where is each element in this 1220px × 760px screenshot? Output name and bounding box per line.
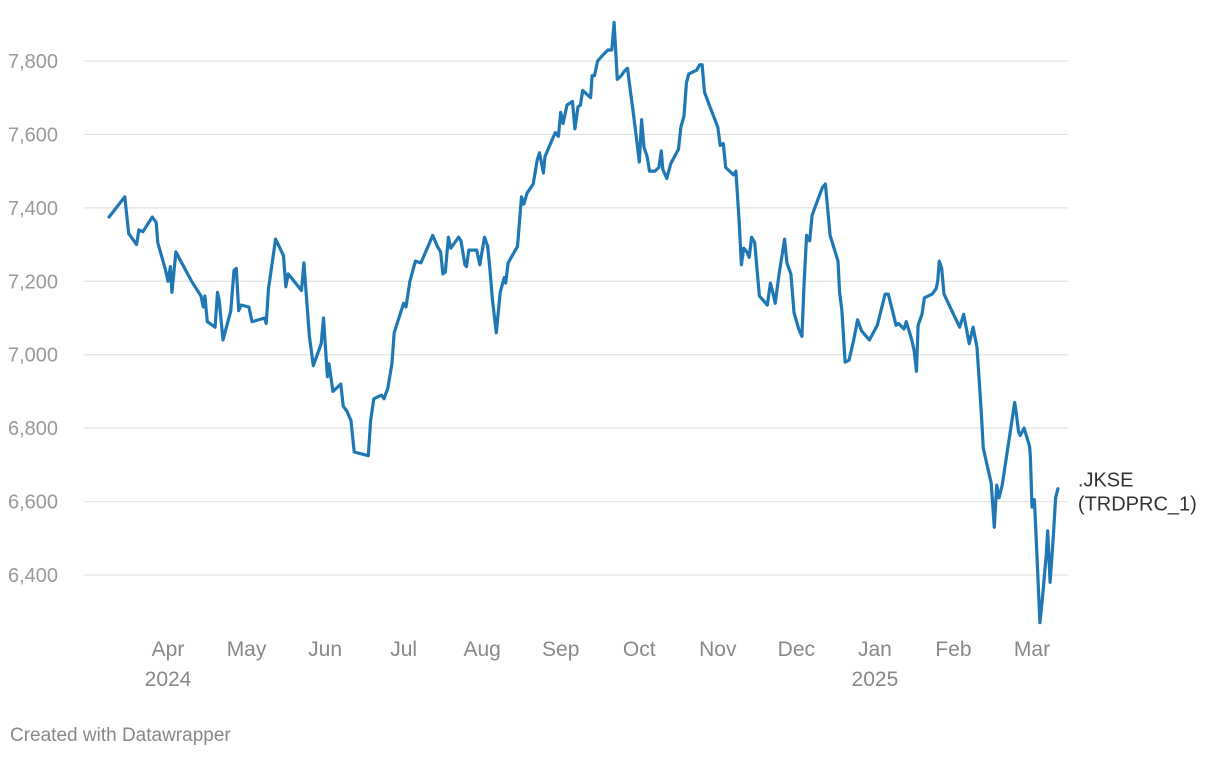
y-tick-label: 7,400 (8, 198, 58, 220)
footer-credit: Created with Datawrapper (10, 725, 231, 746)
y-tick-label: 6,400 (8, 565, 58, 587)
series-label: .JKSE (TRDPRC_1) (1078, 470, 1197, 516)
x-tick-year-label: 2024 (145, 668, 192, 691)
y-tick-label: 7,600 (8, 124, 58, 146)
x-tick-label: Jul (390, 638, 417, 661)
x-tick-label: Mar (1014, 638, 1050, 661)
x-tick-label: Nov (699, 638, 737, 661)
y-gridlines (84, 60, 1068, 576)
y-tick-label: 7,000 (8, 345, 58, 367)
series-label-line: (TRDPRC_1) (1078, 494, 1197, 516)
series-group (107, 20, 1060, 625)
x-tick-label: Aug (463, 638, 500, 661)
x-tick-label: Apr (152, 638, 185, 661)
x-tick-label: Jan (858, 638, 892, 661)
x-tick-label: May (227, 638, 267, 661)
y-axis-ticks: 6,400 6,600 6,800 7,000 7,200 7,400 7,600 7,800 (8, 51, 58, 587)
y-tick-label: 6,800 (8, 418, 58, 440)
x-axis-ticks: Apr 2024 May Jun Jul Aug Sep Oct Nov Dec Jan 2025 Fe… (145, 638, 1050, 691)
series-line-jkse (107, 20, 1060, 625)
series-label-line: .JKSE (1078, 470, 1134, 492)
y-tick-label: 7,200 (8, 271, 58, 293)
y-tick-label: 7,800 (8, 51, 58, 73)
y-tick-label: 6,600 (8, 492, 58, 514)
x-tick-label: Feb (935, 638, 971, 661)
x-tick-label: Oct (623, 638, 656, 661)
series-labels: .JKSE (TRDPRC_1) (1078, 470, 1197, 516)
x-tick-label: Dec (778, 638, 815, 661)
x-tick-year-label: 2025 (852, 668, 899, 691)
x-tick-label: Sep (542, 638, 579, 661)
x-tick-label: Jun (308, 638, 342, 661)
